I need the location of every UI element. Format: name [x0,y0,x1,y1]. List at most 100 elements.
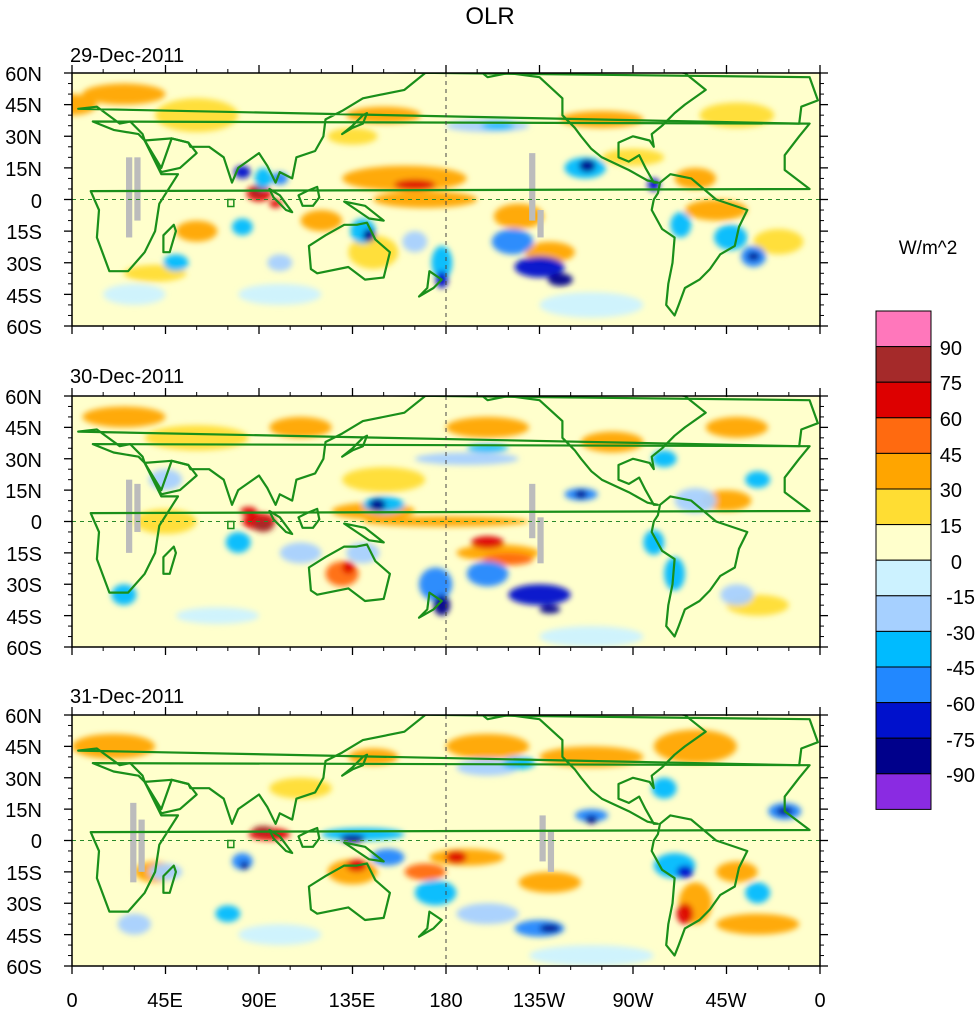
anomaly-region [446,416,530,438]
anomaly-region [327,127,378,145]
coastline [341,753,369,777]
coastline [297,507,321,529]
lat-tick-label: 0 [31,191,42,213]
coastline [268,509,294,536]
anomaly-region [369,498,386,512]
anomaly-region [753,229,804,255]
anomaly-region [414,452,519,466]
anomaly-region [342,467,426,493]
panel-date-label: 30-Dec-2011 [70,366,184,388]
anomaly-region [279,542,322,564]
lat-tick-label: 0 [31,831,42,853]
colorbar-box [875,452,932,490]
coastline [268,828,294,855]
lon-tick-label: 135E [329,990,376,1012]
anomaly-region [82,83,166,105]
coastline [650,495,749,638]
continent-outlines [77,73,945,317]
anomaly-region [394,179,436,191]
anomaly-region [539,605,561,614]
missing-data-strip [138,819,145,872]
colorbar-box [875,346,932,383]
anomaly-region [414,880,457,906]
lat-tick-label: 15S [6,544,42,566]
colorbar-box [875,381,932,419]
anomaly-region [148,863,183,881]
anomaly-region [674,167,717,189]
anomaly-region [720,584,754,606]
lon-tick-label: 180 [429,990,462,1012]
colorbar-level-label: -15 [946,587,975,609]
coastline [343,841,385,863]
lat-tick-label: 30N [5,769,42,791]
anomaly-region [240,506,257,516]
missing-data [130,802,555,883]
lat-tick-label: 60N [5,387,42,409]
coastline [724,73,730,75]
coastline [417,591,443,619]
colorbar-box [875,630,932,668]
anomaly-region [446,733,530,759]
lat-tick-label: 45N [5,95,42,117]
lat-tick-label: 15S [6,863,42,885]
lat-tick-label: 30S [6,575,42,597]
coastline [341,111,369,136]
coastline [650,814,749,957]
anomaly-region [705,416,769,438]
lat-tick-label: 30S [6,894,42,916]
anomaly-region [714,224,748,251]
coastline [893,138,945,172]
anomaly-region [585,815,598,824]
continent-outlines [77,715,924,957]
coastline [724,396,730,398]
missing-data-strip [539,815,546,862]
colorbar-level-label: 60 [940,409,962,431]
anomaly-blobs [72,83,804,318]
map-axes [64,65,828,334]
lon-tick-label: 135W [513,990,565,1012]
lat-tick-label: 15N [5,800,42,822]
coastline [297,185,321,207]
anomaly-region [514,919,565,937]
missing-data-strip [529,153,536,221]
coastline [162,223,177,254]
coastline [417,910,443,938]
coastline [89,120,811,273]
anomaly-region [716,913,800,935]
coastline [297,826,321,848]
anomaly-region [676,865,694,879]
coastline [89,761,811,913]
anomaly-region [518,871,582,893]
lon-labels: 0 45E 90E 135E 180 135W 90W 45W 0 [66,990,825,1012]
lat-tick-label: 30N [5,450,42,472]
coastline [162,545,177,575]
continent-outlines [77,396,820,638]
coastlines [77,715,924,957]
lat-tick-label: 60S [6,957,42,979]
anomaly-region [664,557,685,591]
anomaly-region [578,159,596,173]
map-axes [64,707,828,974]
coastline [650,173,749,317]
lat-tick-label: 45S [6,286,42,308]
lat-tick-label: 30S [6,254,42,276]
coastline [162,864,177,894]
anomaly-region [348,235,399,270]
map-panel-3: 31-Dec-2011 [64,686,924,974]
colorbar-box [875,524,932,561]
anomaly-region [651,777,677,799]
anomaly-region [215,905,241,923]
anomaly-blobs [82,406,789,647]
anomaly-region [238,924,322,946]
coastline [911,866,924,893]
anomaly-region [342,561,355,574]
anomaly-region [539,626,644,647]
anomaly-region [653,729,737,764]
region-box [227,839,235,849]
olr-anomaly-field [72,83,804,318]
map-panel-2: 30-Dec-2011 [64,366,828,655]
anomaly-region [456,903,519,925]
missing-data-strip [130,802,137,883]
colorbar-box [875,559,932,597]
